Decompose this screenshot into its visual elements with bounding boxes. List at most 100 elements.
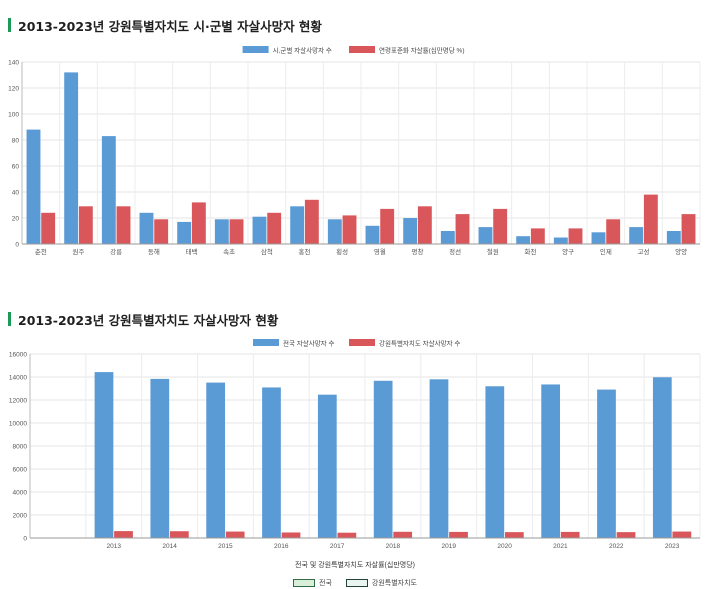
bar-1-5 [229, 219, 244, 244]
y-tick-label: 0 [23, 536, 27, 543]
y-tick-label: 6000 [13, 467, 28, 474]
x-tick-label: 동해 [148, 247, 160, 256]
bar-1-11 [672, 531, 692, 538]
bar-0-4 [262, 387, 281, 538]
x-tick-label: 정선 [449, 247, 461, 256]
y-tick-label: 60 [12, 164, 20, 171]
bar-0-9 [541, 384, 561, 538]
x-tick-label: 춘천 [35, 247, 47, 256]
bar-1-10 [616, 532, 636, 538]
bar-1-14 [568, 228, 583, 244]
bar-1-3 [225, 531, 245, 538]
bottom-legend-swatch-nationwide [293, 579, 315, 587]
x-tick-label: 원주 [73, 247, 85, 256]
bar-1-7 [304, 199, 319, 244]
y-tick-label: 100 [8, 112, 19, 119]
bar-0-4 [177, 221, 192, 244]
x-tick-label: 2021 [553, 543, 568, 550]
chart1-title: 2013-2023년 강원특별자치도 시·군별 자살사망자 현황 [18, 18, 322, 34]
y-tick-label: 4000 [13, 490, 28, 497]
bar-1-7 [449, 531, 468, 538]
bar-1-8 [342, 215, 357, 244]
legend-label-1: 강원특별자치도 자살사망자 수 [379, 339, 460, 348]
bar-1-17 [681, 214, 696, 244]
legend-swatch-1 [349, 46, 375, 53]
bar-0-17 [666, 231, 681, 244]
bar-1-9 [560, 531, 580, 538]
bar-1-4 [281, 532, 301, 538]
bar-1-13 [530, 228, 545, 244]
chart2-section-title: 2013-2023년 강원특별자치도 자살사망자 현황 [8, 311, 279, 328]
x-tick-label: 삼척 [261, 247, 273, 256]
legend-swatch-0 [253, 339, 279, 346]
x-tick-label: 횡성 [336, 247, 348, 256]
bar-0-5 [214, 219, 229, 244]
x-tick-label: 홍천 [299, 247, 311, 256]
bar-1-16 [643, 194, 658, 244]
bottom-legend-label-gangwon: 강원특별자치도 [371, 580, 417, 587]
bar-0-12 [478, 227, 493, 244]
x-tick-label: 양구 [562, 248, 574, 256]
y-tick-label: 0 [15, 242, 19, 249]
bar-1-15 [606, 219, 621, 244]
x-tick-label: 2015 [218, 543, 233, 550]
bar-0-13 [516, 236, 531, 244]
bar-1-0 [41, 212, 56, 244]
bar-0-1 [94, 372, 114, 538]
bar-0-6 [373, 380, 393, 538]
bottom-legend-item-nationwide[interactable]: 전국 [293, 578, 332, 588]
bar-0-11 [652, 377, 672, 538]
bar-0-7 [429, 379, 449, 538]
bar-0-1 [64, 72, 79, 245]
x-tick-label: 화천 [525, 247, 537, 256]
x-tick-label: 2020 [497, 543, 512, 550]
bottom-legend-swatch-gangwon [345, 579, 368, 587]
y-tick-label: 20 [12, 216, 20, 223]
chart1-region-suicide-bar-chart: 시,군별 자살사망자 수 연령표준화 자살률(십만명당 %) 0 20 40 60 80 10… [8, 46, 701, 256]
legend-label-1: 연령표준화 자살률(십만명당 %) [379, 46, 464, 55]
bar-1-1 [114, 531, 133, 538]
bar-1-6 [267, 212, 282, 244]
x-tick-label: 철원 [487, 247, 499, 256]
bar-1-2 [116, 206, 131, 244]
y-tick-label: 16000 [9, 352, 27, 359]
bar-0-3 [206, 382, 226, 538]
legend-swatch-0 [242, 46, 269, 53]
chart2-title: 2013-2023년 강원특별자치도 자살사망자 현황 [18, 312, 279, 328]
bar-0-15 [591, 232, 606, 244]
bar-0-9 [365, 225, 380, 244]
y-tick-label: 8000 [13, 444, 28, 451]
bar-1-6 [393, 531, 413, 538]
bar-0-8 [327, 219, 342, 244]
bar-1-9 [380, 208, 395, 244]
x-tick-label: 2014 [162, 543, 177, 550]
legend-label-0: 전국 자살사망자 수 [283, 339, 334, 348]
bar-0-5 [317, 394, 337, 538]
chart2-bottom-legend: 전국 강원특별자치도 [0, 578, 710, 588]
y-tick-label: 40 [12, 190, 20, 197]
bar-0-3 [139, 212, 154, 244]
bar-1-4 [191, 202, 206, 244]
y-tick-label: 12000 [9, 398, 27, 405]
x-tick-label: 인제 [600, 247, 612, 256]
x-tick-label: 2017 [330, 543, 345, 550]
bar-0-8 [485, 386, 505, 538]
bar-0-11 [440, 231, 455, 244]
bar-1-5 [337, 532, 357, 538]
title-accent-bar [8, 312, 11, 326]
bar-0-6 [252, 216, 267, 244]
bar-0-14 [553, 237, 568, 244]
bar-0-0 [26, 129, 41, 244]
chart1-section-title: 2013-2023년 강원특별자치도 시·군별 자살사망자 현황 [8, 17, 322, 34]
x-tick-label: 강릉 [110, 247, 122, 256]
bottom-legend-item-gangwon[interactable]: 강원특별자치도 [345, 578, 417, 588]
chart2-national-suicide-bar-chart: 전국 자살사망자 수 강원특별자치도 자살사망자 수 0 2000 4000 6000 80… [9, 339, 701, 550]
legend-swatch-1 [349, 339, 375, 346]
y-tick-label: 120 [8, 86, 19, 93]
x-tick-label: 평창 [412, 247, 424, 256]
bar-1-3 [154, 219, 169, 244]
x-tick-label: 양양 [675, 248, 687, 256]
x-tick-label: 2019 [442, 543, 457, 550]
bar-1-1 [78, 206, 93, 244]
bar-0-7 [290, 206, 305, 244]
